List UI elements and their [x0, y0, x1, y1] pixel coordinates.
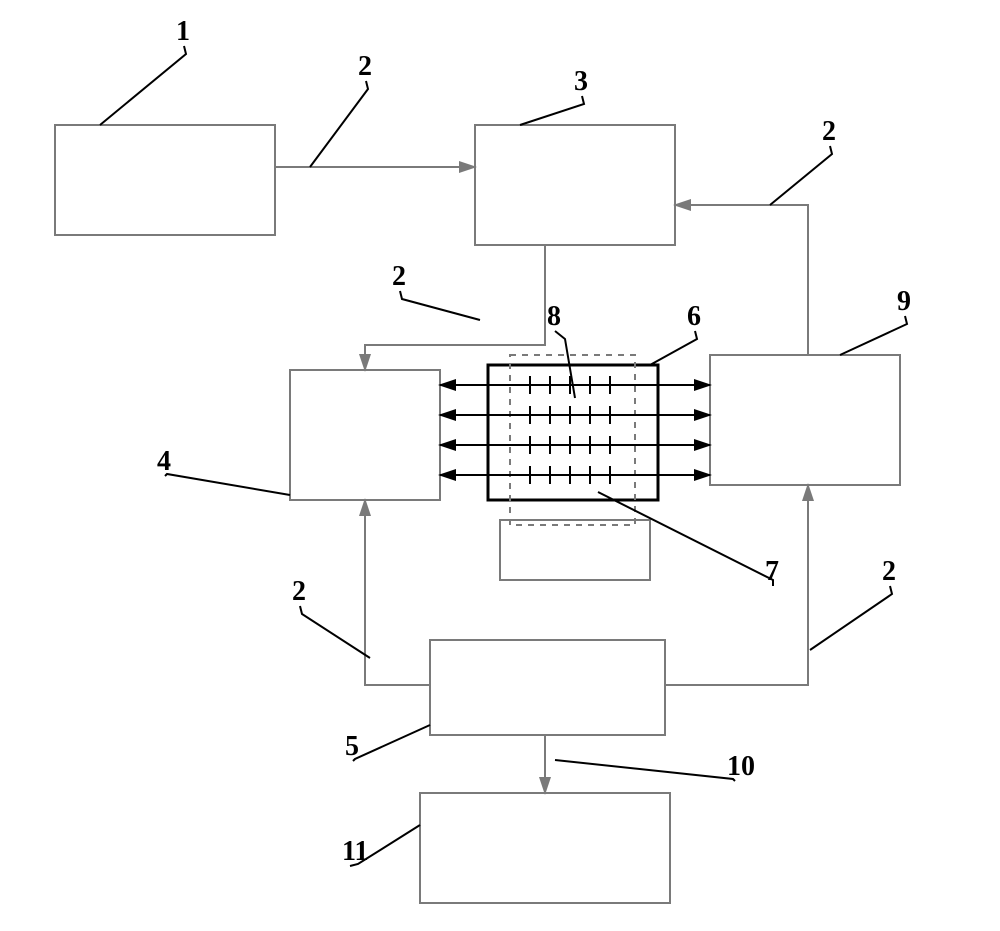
- leader-1: [100, 46, 186, 125]
- leader-5: [353, 725, 430, 761]
- leader-4: [165, 474, 290, 495]
- leader-2a: [310, 81, 368, 167]
- leader-2c: [400, 291, 480, 320]
- label-1: 1: [176, 16, 190, 47]
- label-5: 5: [345, 731, 359, 762]
- node-b1: [55, 125, 275, 235]
- label-3: 3: [574, 66, 588, 97]
- label-2b: 2: [822, 116, 836, 147]
- label-2c: 2: [392, 261, 406, 292]
- leader-6: [650, 331, 697, 365]
- label-10: 10: [727, 751, 755, 782]
- leader-2b: [770, 146, 832, 205]
- label-2d: 2: [292, 576, 306, 607]
- node-b5: [430, 640, 665, 735]
- leader-2e: [810, 586, 892, 650]
- leader-3: [520, 96, 584, 125]
- label-8: 8: [547, 301, 561, 332]
- leader-10: [555, 760, 735, 781]
- node-bsmall: [500, 520, 650, 580]
- leader-7: [598, 492, 773, 586]
- label-11: 11: [342, 836, 368, 867]
- leader-2d: [300, 606, 370, 658]
- label-2a: 2: [358, 51, 372, 82]
- edge-b9-b5: [665, 485, 808, 685]
- node-b9: [710, 355, 900, 485]
- edge-b4-b5: [365, 500, 430, 685]
- label-9: 9: [897, 286, 911, 317]
- label-7: 7: [765, 556, 779, 587]
- label-6: 6: [687, 301, 701, 332]
- label-4: 4: [157, 446, 171, 477]
- node-b11: [420, 793, 670, 903]
- leader-9: [840, 316, 907, 355]
- node-b3: [475, 125, 675, 245]
- label-2e: 2: [882, 556, 896, 587]
- node-b4: [290, 370, 440, 500]
